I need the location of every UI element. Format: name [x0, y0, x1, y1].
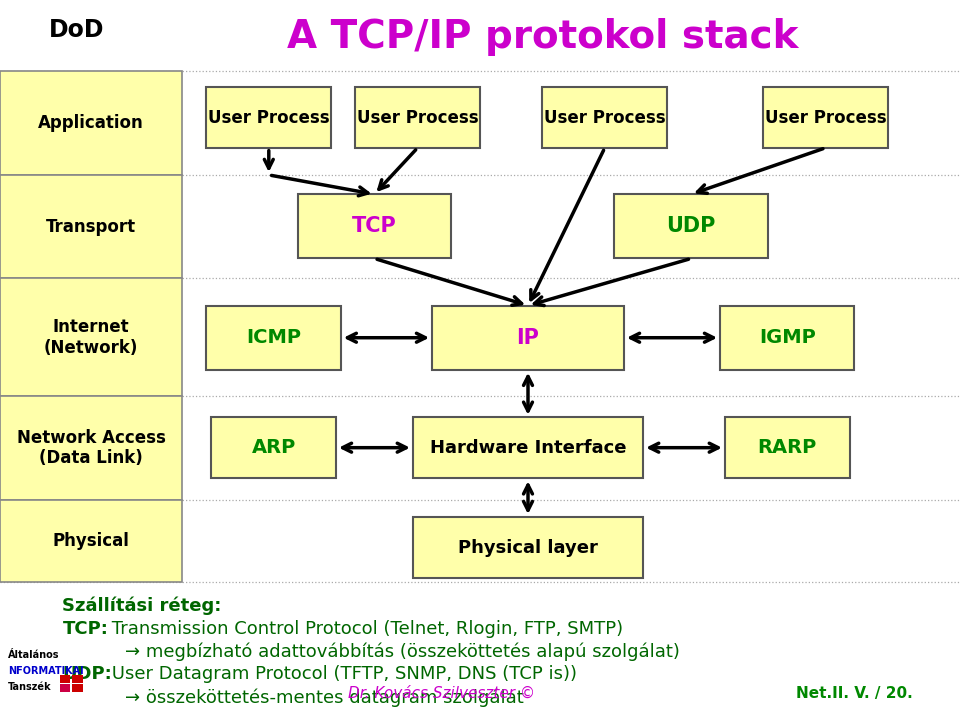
Text: User Process: User Process [208, 109, 329, 127]
Text: User Datagram Protocol (TFTP, SNMP, DNS (TCP is)): User Datagram Protocol (TFTP, SNMP, DNS … [106, 665, 577, 683]
Text: → összeköttetés-mentes datagram szolgálat: → összeköttetés-mentes datagram szolgála… [125, 688, 523, 707]
Text: TCP: TCP [352, 216, 396, 236]
Text: Physical layer: Physical layer [458, 538, 598, 557]
Text: IGMP: IGMP [758, 328, 816, 347]
Bar [720, 306, 854, 370]
Text: Physical: Physical [53, 532, 130, 550]
Text: Dr. Kovács Szilveszter ©: Dr. Kovács Szilveszter © [348, 686, 535, 701]
Bar [211, 417, 336, 478]
Text: RARP: RARP [757, 438, 817, 457]
Bar [542, 88, 667, 148]
Text: Transport: Transport [46, 218, 136, 236]
Text: Internet
(Network): Internet (Network) [44, 318, 138, 357]
Bar [0, 175, 182, 278]
Text: Application: Application [38, 114, 144, 132]
Bar [614, 194, 768, 258]
Text: A TCP/IP protokol stack: A TCP/IP protokol stack [287, 18, 798, 56]
Bar [206, 306, 341, 370]
Bar [725, 417, 850, 478]
Text: UDP: UDP [666, 216, 716, 236]
Text: ARP: ARP [252, 438, 296, 457]
Bar [355, 88, 480, 148]
Text: DoD: DoD [49, 18, 105, 42]
Text: UDP:: UDP: [62, 665, 112, 683]
Bar [0, 396, 182, 500]
Bar [60, 684, 70, 692]
Text: Hardware Interface: Hardware Interface [430, 438, 626, 457]
Text: User Process: User Process [765, 109, 886, 127]
Bar [0, 71, 182, 175]
Text: IP: IP [516, 328, 540, 348]
Bar [72, 684, 83, 692]
Bar [413, 417, 643, 478]
Text: NFORMATIKAI: NFORMATIKAI [8, 666, 84, 676]
Bar [72, 675, 83, 683]
Bar [60, 675, 70, 683]
Bar [298, 194, 451, 258]
Text: User Process: User Process [357, 109, 478, 127]
Text: Transmission Control Protocol (Telnet, Rlogin, FTP, SMTP): Transmission Control Protocol (Telnet, R… [106, 620, 623, 638]
Text: ICMP: ICMP [246, 328, 301, 347]
Bar [206, 88, 331, 148]
Text: User Process: User Process [544, 109, 665, 127]
Text: Tanszék: Tanszék [8, 682, 51, 692]
Bar [413, 517, 643, 578]
Text: Szállítási réteg:: Szállítási réteg: [62, 597, 222, 615]
Text: Net.II. V. / 20.: Net.II. V. / 20. [796, 686, 913, 701]
Text: → megbízható adattovábbítás (összeköttetés alapú szolgálat): → megbízható adattovábbítás (összeköttet… [125, 643, 680, 661]
Text: Általános: Általános [8, 650, 60, 660]
Bar [432, 306, 624, 370]
Bar [0, 500, 182, 582]
Bar [763, 88, 888, 148]
Bar [0, 278, 182, 396]
Text: Network Access
(Data Link): Network Access (Data Link) [16, 428, 166, 468]
Text: TCP:: TCP: [62, 620, 108, 638]
